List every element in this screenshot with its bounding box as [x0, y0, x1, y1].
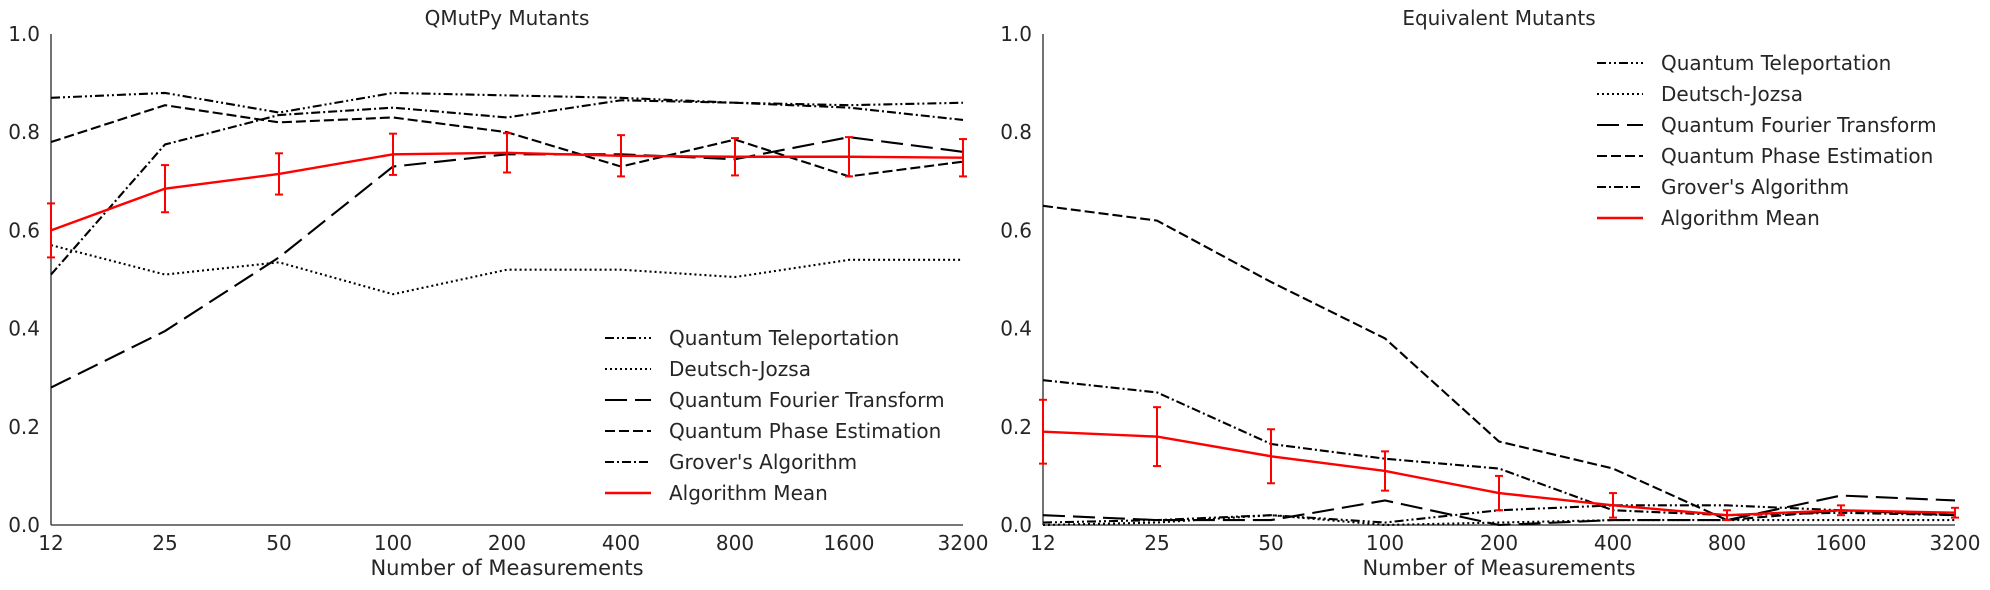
error-bar [1837, 504, 1845, 517]
y-tick-label: 0.0 [1000, 513, 1032, 537]
y-tick-label: 1.0 [1000, 22, 1032, 46]
x-tick-label: 400 [1594, 531, 1632, 555]
error-bar [1723, 509, 1731, 522]
series-line-deutsch-jozsa [1042, 514, 1955, 527]
x-tick-label: 800 [716, 531, 754, 555]
error-bar [845, 136, 853, 178]
error-bar [1951, 506, 1959, 519]
legend-label: Grover's Algorithm [669, 450, 857, 474]
x-tick-label: 200 [488, 531, 526, 555]
x-tick-label: 100 [1366, 531, 1404, 555]
y-tick-label: 0.4 [8, 317, 40, 341]
y-tick-label: 0.6 [1000, 218, 1032, 242]
x-tick-label: 12 [1030, 531, 1055, 555]
error-bar [1609, 492, 1617, 519]
x-tick-label: 800 [1708, 531, 1746, 555]
y-tick-label: 0.4 [1000, 317, 1032, 341]
error-bar [731, 137, 739, 177]
error-bar [1495, 474, 1503, 512]
error-bar [1381, 450, 1389, 492]
y-tick-label: 0.2 [8, 415, 40, 439]
legend-label: Quantum Phase Estimation [669, 419, 941, 443]
y-tick-label: 0.6 [8, 218, 40, 242]
legend: Quantum Teleportation Deutsch-Jozsa Quantu… [1597, 51, 1937, 230]
x-tick-label: 50 [266, 531, 291, 555]
error-bar [1153, 406, 1161, 468]
series-line-grover-s-algorithm [1042, 379, 1956, 517]
error-bar [503, 132, 511, 174]
legend-label: Deutsch-Jozsa [1661, 82, 1803, 106]
legend-label: Quantum Phase Estimation [1661, 144, 1933, 168]
legend-label: Quantum Teleportation [669, 326, 899, 350]
x-tick-label: 3200 [938, 531, 989, 555]
legend-label: Quantum Fourier Transform [669, 388, 945, 412]
x-tick-label: 50 [1258, 531, 1283, 555]
y-tick-label: 1.0 [8, 22, 40, 46]
error-bar [161, 164, 169, 214]
error-bar [617, 134, 625, 178]
error-bar [275, 152, 283, 196]
x-tick-label: 200 [1480, 531, 1518, 555]
error-bar [389, 132, 397, 176]
legend-label: Quantum Teleportation [1661, 51, 1891, 75]
y-tick-label: 0.0 [8, 513, 40, 537]
error-bar [959, 138, 967, 178]
legend: Quantum Teleportation Deutsch-Jozsa Quantu… [605, 326, 945, 505]
series-line-quantum-fourier-transform [1042, 494, 1956, 527]
error-bar [47, 202, 55, 259]
chart-title: Equivalent Mutants [1402, 6, 1595, 30]
legend-label: Deutsch-Jozsa [669, 357, 811, 381]
y-tick-label: 0.8 [1000, 120, 1032, 144]
x-axis-label: Number of Measurements [1362, 556, 1635, 580]
y-tick-label: 0.2 [1000, 415, 1032, 439]
x-tick-label: 3200 [1930, 531, 1981, 555]
x-tick-label: 25 [1144, 531, 1169, 555]
x-tick-label: 1600 [824, 531, 875, 555]
x-tick-label: 12 [38, 531, 63, 555]
chart-title: QMutPy Mutants [425, 6, 590, 30]
series-line-grover-s-algorithm [50, 99, 964, 276]
x-tick-label: 1600 [1816, 531, 1867, 555]
series-line-deutsch-jozsa [50, 244, 963, 296]
x-tick-label: 400 [602, 531, 640, 555]
legend-label: Algorithm Mean [669, 481, 828, 505]
error-bar [1039, 398, 1047, 465]
legend-label: Grover's Algorithm [1661, 175, 1849, 199]
series-line-quantum-phase-estimation [1042, 204, 1956, 522]
x-tick-label: 25 [152, 531, 177, 555]
error-bar [1267, 428, 1275, 485]
x-tick-label: 100 [374, 531, 412, 555]
chart-panel-1: QMutPy Mutants 0.0 0.2 0.4 0.6 0.8 1.0 12 25 50 10… [8, 6, 988, 580]
chart-panel-2: Equivalent Mutants 0.0 0.2 0.4 0.6 0.8 1.0 12 25… [1000, 6, 1980, 580]
legend-label: Quantum Fourier Transform [1661, 113, 1937, 137]
x-axis-label: Number of Measurements [370, 556, 643, 580]
y-tick-label: 0.8 [8, 120, 40, 144]
legend-label: Algorithm Mean [1661, 206, 1820, 230]
